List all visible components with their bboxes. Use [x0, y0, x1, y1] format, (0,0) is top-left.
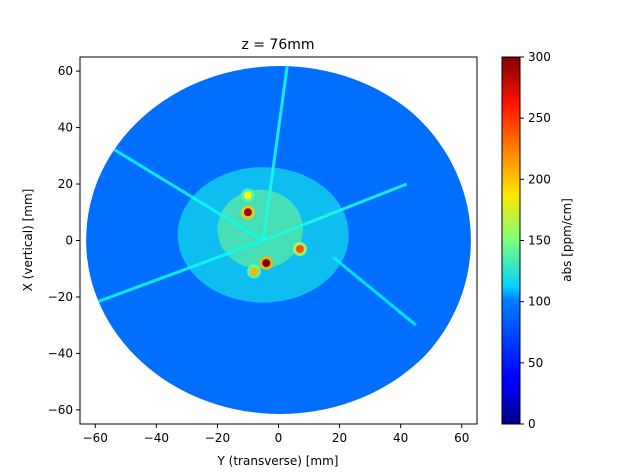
- hot-spot: [243, 208, 252, 217]
- colorbar-tick-label: 0: [528, 417, 536, 431]
- y-tick-label: −20: [48, 290, 73, 304]
- x-tick-label: −20: [205, 431, 230, 445]
- x-tick-label: 40: [393, 431, 408, 445]
- y-tick-label: 60: [58, 64, 73, 78]
- chart-title: z = 76mm: [241, 37, 314, 53]
- heatmap-layer: [86, 66, 471, 414]
- hot-spot: [243, 191, 252, 200]
- y-tick-label: 20: [58, 177, 73, 191]
- colorbar-tick-label: 250: [528, 111, 551, 125]
- colorbar: [501, 56, 521, 425]
- colorbar-label: abs [ppm/cm]: [560, 198, 574, 282]
- x-tick-label: 0: [275, 431, 283, 445]
- y-tick-label: 40: [58, 121, 73, 135]
- colorbar-tick-label: 300: [528, 50, 551, 64]
- x-axis: −60 −40 −20 0 20 40 60: [83, 424, 469, 445]
- y-tick-label: −60: [48, 403, 73, 417]
- colorbar-tick-label: 150: [528, 234, 551, 248]
- x-tick-label: 60: [454, 431, 469, 445]
- ridge-line-3: [262, 182, 408, 242]
- y-tick-label: −40: [48, 346, 73, 360]
- x-tick-label: −40: [144, 431, 169, 445]
- y-tick-label: 0: [65, 234, 73, 248]
- hot-spot: [262, 259, 271, 268]
- y-axis: −60 −40 −20 0 20 40 60: [48, 64, 80, 417]
- x-axis-label: Y (transverse) [mm]: [217, 454, 339, 468]
- absorption-disk: [86, 66, 471, 414]
- colorbar-tick-label: 200: [528, 172, 551, 186]
- x-tick-label: −60: [83, 431, 108, 445]
- hot-spot: [295, 244, 304, 253]
- ridge-line-4: [332, 256, 417, 327]
- ridge-line-0: [261, 66, 290, 241]
- hot-spot: [250, 267, 259, 276]
- colorbar-tick-label: 50: [528, 356, 543, 370]
- ridge-line-1: [109, 146, 265, 242]
- colorbar-tick-label: 100: [528, 295, 551, 309]
- ridge-line-2: [94, 239, 264, 305]
- y-axis-label: X (vertical) [mm]: [21, 189, 35, 292]
- x-tick-label: 20: [332, 431, 347, 445]
- colorbar-axis: 0 50 100 150 200 250 300: [520, 50, 551, 431]
